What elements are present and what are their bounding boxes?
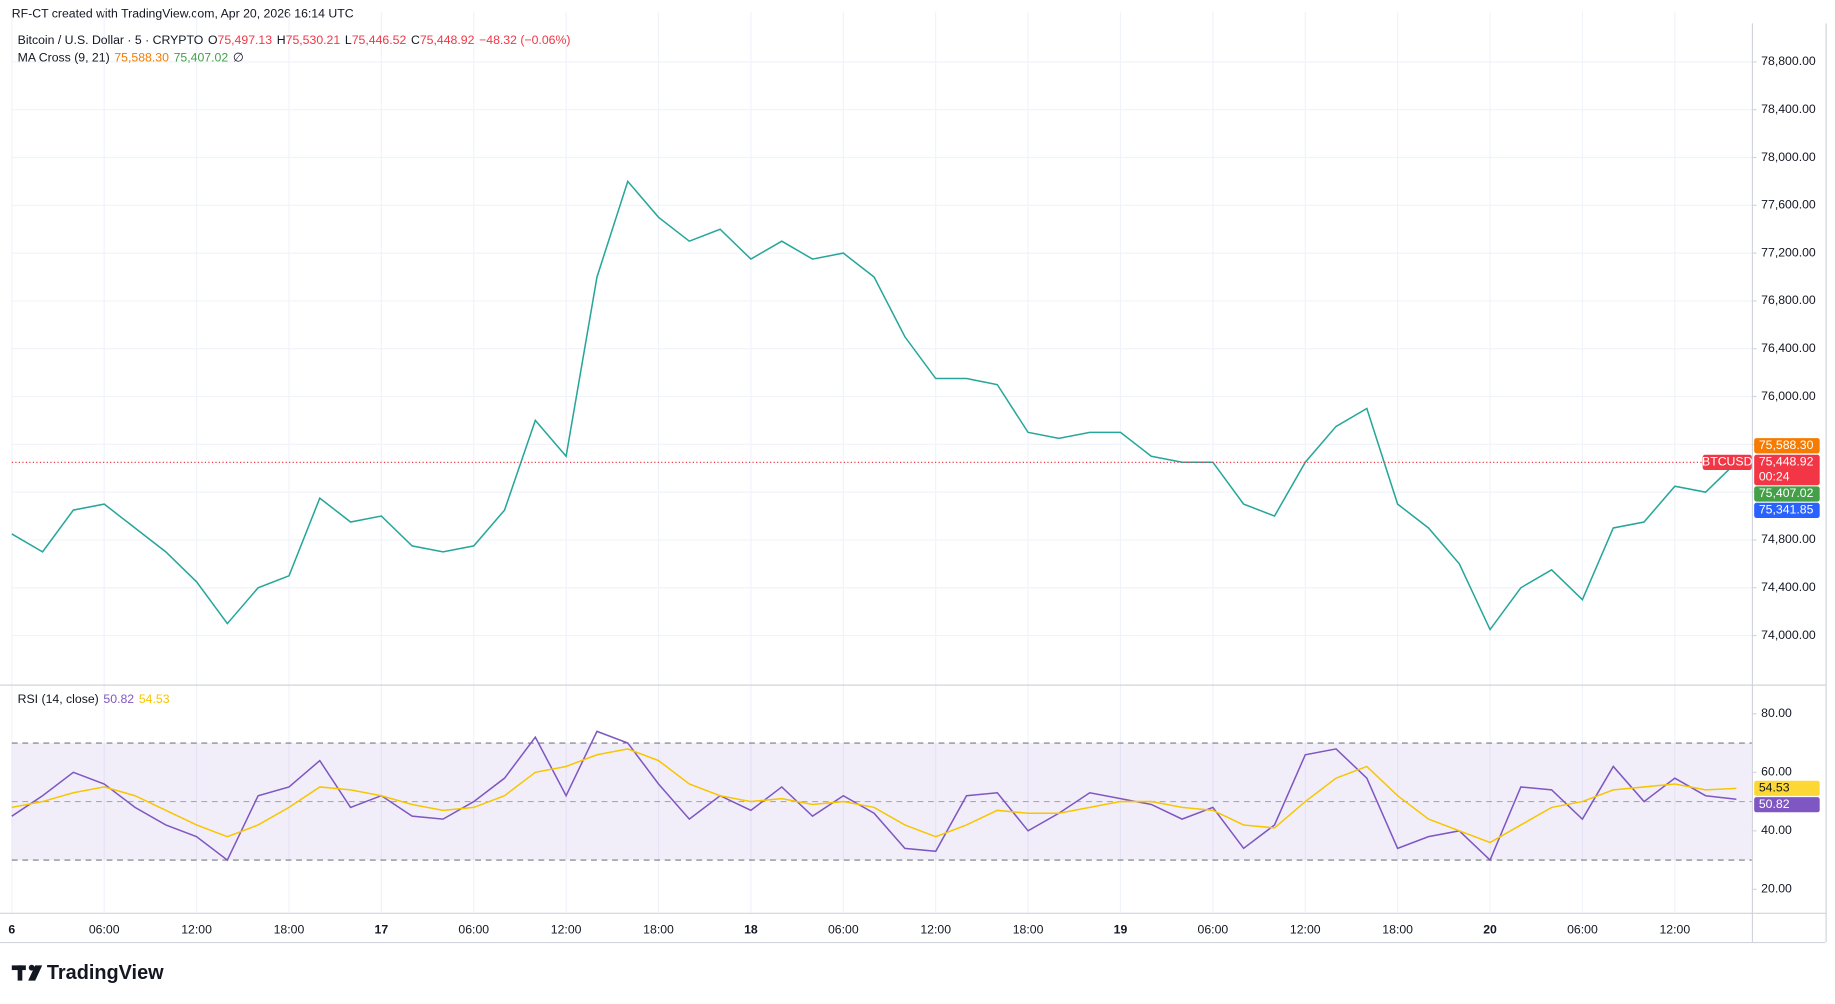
x-tick-label: 18:00 [274, 923, 305, 937]
y-tick-label: 60.00 [1761, 765, 1792, 779]
indicator-legend: MA Cross (9, 21) 75,588.30 75,407.02 ∅ [18, 51, 244, 65]
legend-item: 54.53 [139, 692, 170, 706]
y-tick-label: 74,400.00 [1761, 580, 1816, 594]
y-tick-label: 78,800.00 [1761, 54, 1816, 68]
x-tick-label: 06:00 [458, 923, 489, 937]
legend-item: 75,588.30 [114, 51, 169, 65]
x-tick-label: 6 [8, 923, 15, 937]
y-tick-label: 80.00 [1761, 706, 1792, 720]
legend-item: H [277, 33, 286, 47]
y-tick-label: 78,400.00 [1761, 102, 1816, 116]
x-tick-label: 12:00 [551, 923, 582, 937]
x-tick-label: 18 [744, 923, 758, 937]
legend-item: 75,448.92 [420, 33, 475, 47]
series-line [11, 748, 1737, 844]
legend-item: 50.82 [103, 692, 134, 706]
axis-tag-label: 75,588.30 [1759, 438, 1814, 452]
x-tick-label: 18:00 [1382, 923, 1413, 937]
x-tick-label: 12:00 [1659, 923, 1690, 937]
symbol-tag [1702, 454, 1752, 470]
y-tick-label: 77,200.00 [1761, 245, 1816, 259]
axis-tag [1754, 454, 1820, 486]
y-tick-label: 20.00 [1761, 882, 1792, 896]
legend-item: MA Cross (9, 21) [18, 51, 110, 65]
countdown: 00:24 [1759, 469, 1790, 483]
x-tick-label: 12:00 [920, 923, 951, 937]
x-tick-label: 12:00 [1290, 923, 1321, 937]
axis-tag [1754, 438, 1820, 454]
x-tick-label: 19 [1114, 923, 1128, 937]
x-tick-label: 06:00 [1567, 923, 1598, 937]
axis-tag [1754, 780, 1820, 796]
legend-item: C [411, 33, 420, 47]
x-tick-label: 12:00 [181, 923, 212, 937]
axis-tag [1754, 797, 1820, 813]
legend-item: 75,407.02 [174, 51, 229, 65]
y-tick-label: 76,400.00 [1761, 341, 1816, 355]
rsi-legend: RSI (14, close) 50.82 54.53 [18, 692, 170, 706]
legend-item: RSI (14, close) [18, 692, 99, 706]
x-tick-label: 18:00 [1013, 923, 1044, 937]
x-tick-label: 17 [375, 923, 389, 937]
legend-item: 75,530.21 [286, 33, 341, 47]
legend-item: Bitcoin / U.S. Dollar · 5 · CRYPTO [18, 33, 204, 47]
header: RF-CT created with TradingView.com, Apr … [12, 6, 354, 20]
y-tick-label: 74,000.00 [1761, 628, 1816, 642]
x-tick-label: 06:00 [89, 923, 120, 937]
legend-item: L [345, 33, 352, 47]
axis-tag-label: 50.82 [1759, 797, 1790, 811]
legend: Bitcoin / U.S. Dollar · 5 · CRYPTO O75,49… [18, 33, 571, 47]
logo-text: TradingView [47, 962, 164, 984]
y-tick-label: 76,000.00 [1761, 389, 1816, 403]
logo-icon [11, 964, 43, 981]
y-tick-label: 40.00 [1761, 823, 1792, 837]
axis-tag-label: 75,448.92 [1759, 455, 1814, 469]
y-tick-label: 76,800.00 [1761, 293, 1816, 307]
axis-tag-label: 75,341.85 [1759, 503, 1814, 517]
series-line [11, 179, 1737, 632]
legend-item: −48.32 (−0.06%) [479, 33, 570, 47]
axis-tag [1754, 486, 1820, 502]
x-tick-label: 06:00 [1198, 923, 1229, 937]
axis-tag-label: 54.53 [1759, 781, 1790, 795]
y-tick-label: 78,000.00 [1761, 150, 1816, 164]
chart-layers: 6 06:00 12:00 18:00 17 06:00 12:00 18:00 18 06:00… [8, 11, 1820, 937]
series-line [11, 730, 1737, 862]
x-tick-label: 20 [1483, 923, 1497, 937]
symbol-label: BTCUSD [1702, 455, 1753, 469]
legend-item: 75,446.52 [352, 33, 407, 47]
x-tick-label: 06:00 [828, 923, 859, 937]
axis-tag [1754, 502, 1820, 518]
y-tick-label: 74,800.00 [1761, 532, 1816, 546]
x-tick-label: 18:00 [643, 923, 674, 937]
axis-tag-label: 75,407.02 [1759, 486, 1814, 500]
y-tick-label: 77,600.00 [1761, 198, 1816, 212]
legend-item: ∅ [233, 51, 244, 65]
legend-item: 75,497.13 [218, 33, 273, 47]
legend-item: O [208, 33, 218, 47]
